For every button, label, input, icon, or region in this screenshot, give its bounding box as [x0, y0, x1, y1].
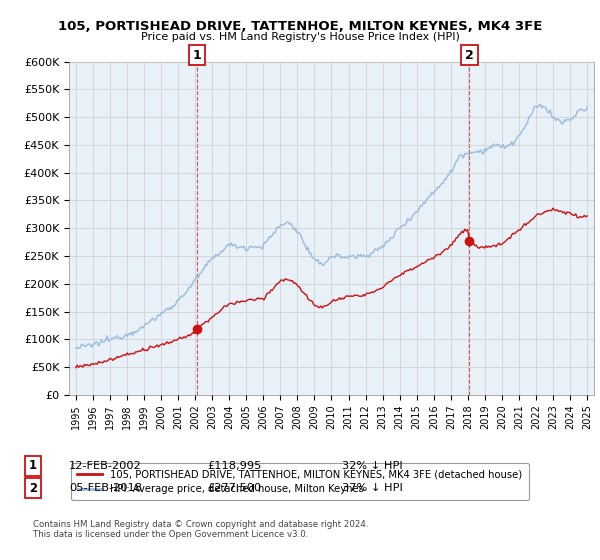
Text: 2: 2: [465, 49, 474, 62]
Text: £277,500: £277,500: [207, 483, 261, 493]
Text: Price paid vs. HM Land Registry's House Price Index (HPI): Price paid vs. HM Land Registry's House …: [140, 32, 460, 43]
Text: Contains HM Land Registry data © Crown copyright and database right 2024.
This d: Contains HM Land Registry data © Crown c…: [33, 520, 368, 539]
Legend: 105, PORTISHEAD DRIVE, TATTENHOE, MILTON KEYNES, MK4 3FE (detached house), HPI: : 105, PORTISHEAD DRIVE, TATTENHOE, MILTON…: [71, 463, 529, 500]
Text: £118,995: £118,995: [207, 461, 262, 471]
Text: 2: 2: [29, 482, 37, 495]
Text: 1: 1: [193, 49, 202, 62]
Text: 1: 1: [29, 459, 37, 473]
Text: 37% ↓ HPI: 37% ↓ HPI: [342, 483, 403, 493]
Text: 32% ↓ HPI: 32% ↓ HPI: [342, 461, 403, 471]
Text: 05-FEB-2018: 05-FEB-2018: [69, 483, 142, 493]
Text: 105, PORTISHEAD DRIVE, TATTENHOE, MILTON KEYNES, MK4 3FE: 105, PORTISHEAD DRIVE, TATTENHOE, MILTON…: [58, 20, 542, 32]
Text: 12-FEB-2002: 12-FEB-2002: [69, 461, 142, 471]
